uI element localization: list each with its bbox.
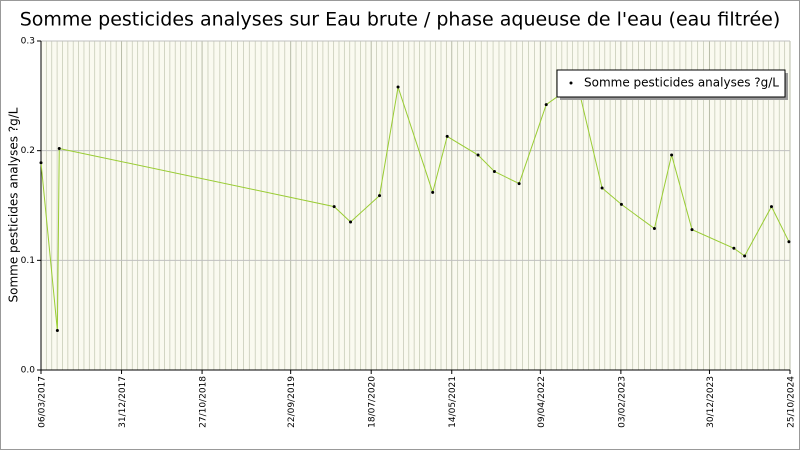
x-tick-label: 27/10/2018 [199, 376, 209, 428]
data-point [743, 254, 747, 258]
data-point [476, 153, 480, 157]
data-point [396, 85, 400, 89]
data-point [732, 246, 736, 250]
data-point [492, 170, 496, 174]
data-point [332, 205, 336, 209]
y-tick-label: 0.3 [21, 37, 35, 47]
data-point [517, 182, 521, 186]
x-tick-label: 25/10/2024 [787, 376, 797, 428]
x-tick-label: 18/07/2020 [368, 376, 378, 428]
x-tick-label: 06/03/2017 [38, 376, 48, 428]
x-tick-label: 30/12/2023 [706, 376, 716, 428]
x-tick-label: 09/04/2022 [537, 376, 547, 428]
data-point [619, 202, 623, 206]
data-point [600, 186, 604, 190]
x-tick-label: 31/12/2017 [118, 376, 128, 428]
y-axis-label: Somme pesticides analyses ?g/L [7, 107, 21, 302]
chart-title: Somme pesticides analyses sur Eau brute … [20, 9, 781, 31]
data-point [670, 153, 674, 157]
y-tick-label: 0.1 [21, 256, 35, 266]
data-point [378, 194, 382, 198]
data-point [57, 146, 61, 150]
legend-marker [569, 81, 573, 85]
x-tick-label: 22/09/2019 [287, 376, 297, 428]
data-point [431, 190, 435, 194]
data-point [55, 329, 59, 333]
data-point [769, 205, 773, 209]
data-point [544, 103, 548, 107]
legend-box [556, 69, 786, 98]
data-point [349, 220, 353, 224]
legend-label: Somme pesticides analyses ?g/L [584, 76, 779, 90]
x-tick-label: 14/05/2021 [448, 376, 458, 428]
data-point [652, 227, 656, 231]
data-point [445, 134, 449, 138]
data-point [787, 240, 791, 244]
data-point [690, 228, 694, 232]
y-tick-label: 0.0 [21, 366, 36, 376]
y-tick-label: 0.2 [21, 146, 35, 156]
data-point [39, 161, 43, 165]
x-tick-label: 03/02/2023 [617, 376, 627, 428]
